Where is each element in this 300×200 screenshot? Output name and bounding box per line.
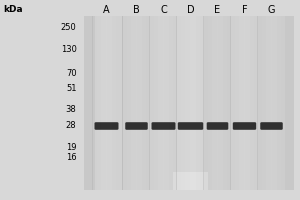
Text: 16: 16: [66, 152, 76, 162]
FancyBboxPatch shape: [207, 122, 228, 130]
Text: 51: 51: [66, 84, 76, 93]
Text: D: D: [187, 5, 194, 15]
FancyBboxPatch shape: [84, 16, 294, 190]
Text: F: F: [242, 5, 247, 15]
FancyBboxPatch shape: [204, 16, 231, 190]
FancyBboxPatch shape: [231, 16, 258, 190]
FancyBboxPatch shape: [92, 16, 93, 190]
Text: 19: 19: [66, 142, 76, 152]
FancyBboxPatch shape: [177, 16, 204, 190]
FancyBboxPatch shape: [94, 16, 122, 190]
FancyBboxPatch shape: [176, 16, 177, 190]
FancyBboxPatch shape: [172, 172, 208, 190]
FancyBboxPatch shape: [233, 122, 256, 130]
FancyBboxPatch shape: [122, 16, 123, 190]
Text: G: G: [268, 5, 275, 15]
FancyBboxPatch shape: [150, 16, 177, 190]
Text: 38: 38: [66, 104, 76, 114]
Text: 70: 70: [66, 68, 76, 77]
FancyBboxPatch shape: [152, 122, 176, 130]
FancyBboxPatch shape: [125, 122, 148, 130]
Text: 250: 250: [61, 22, 76, 31]
FancyBboxPatch shape: [149, 16, 150, 190]
Text: B: B: [133, 5, 140, 15]
Text: 130: 130: [61, 45, 76, 53]
Text: kDa: kDa: [3, 5, 22, 15]
FancyBboxPatch shape: [123, 16, 150, 190]
FancyBboxPatch shape: [230, 16, 231, 190]
FancyBboxPatch shape: [260, 122, 283, 130]
Text: E: E: [214, 5, 220, 15]
FancyBboxPatch shape: [203, 16, 204, 190]
FancyBboxPatch shape: [94, 122, 118, 130]
FancyBboxPatch shape: [257, 16, 258, 190]
FancyBboxPatch shape: [258, 16, 285, 190]
Text: C: C: [160, 5, 167, 15]
Text: 28: 28: [66, 121, 76, 130]
Text: A: A: [103, 5, 110, 15]
FancyBboxPatch shape: [178, 122, 203, 130]
